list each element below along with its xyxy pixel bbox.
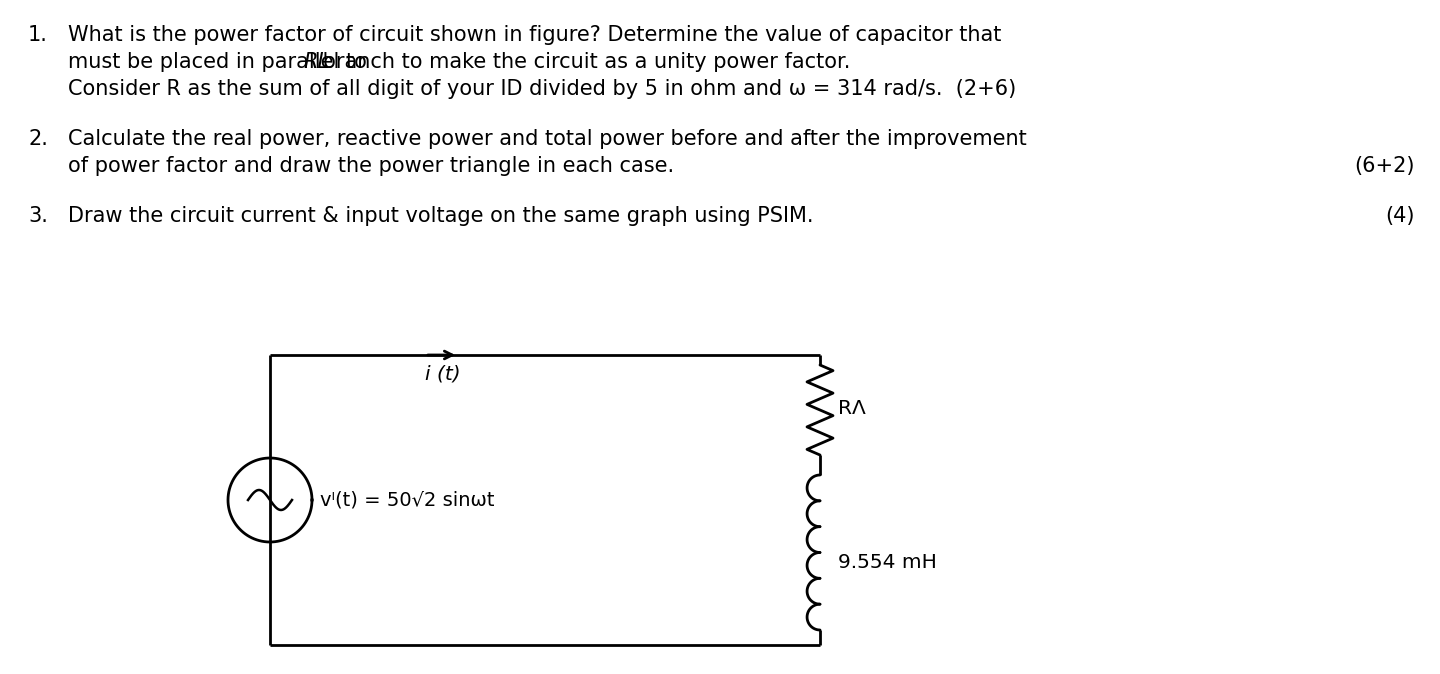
- Text: 2.: 2.: [27, 129, 48, 149]
- Text: branch to make the circuit as a unity power factor.: branch to make the circuit as a unity po…: [315, 52, 850, 72]
- Text: of power factor and draw the power triangle in each case.: of power factor and draw the power trian…: [68, 156, 674, 176]
- Text: Calculate the real power, reactive power and total power before and after the im: Calculate the real power, reactive power…: [68, 129, 1027, 149]
- Text: 1.: 1.: [27, 25, 48, 45]
- Text: 9.554 mH: 9.554 mH: [838, 553, 937, 572]
- Text: 3.: 3.: [27, 206, 48, 226]
- Text: must be placed in parallel to: must be placed in parallel to: [68, 52, 373, 72]
- Text: Draw the circuit current & input voltage on the same graph using PSIM.: Draw the circuit current & input voltage…: [68, 206, 814, 226]
- Text: (4): (4): [1385, 206, 1416, 226]
- Text: RL: RL: [304, 52, 330, 72]
- Text: What is the power factor of circuit shown in figure? Determine the value of capa: What is the power factor of circuit show…: [68, 25, 1001, 45]
- Text: Consider R as the sum of all digit of your ID divided by 5 in ohm and ω = 314 ra: Consider R as the sum of all digit of yo…: [68, 79, 1017, 99]
- Text: i (t): i (t): [425, 365, 461, 384]
- Text: vᴵ(t) = 50√2 sinωt: vᴵ(t) = 50√2 sinωt: [320, 491, 494, 510]
- Text: (6+2): (6+2): [1355, 156, 1416, 176]
- Text: RΛ: RΛ: [838, 398, 865, 417]
